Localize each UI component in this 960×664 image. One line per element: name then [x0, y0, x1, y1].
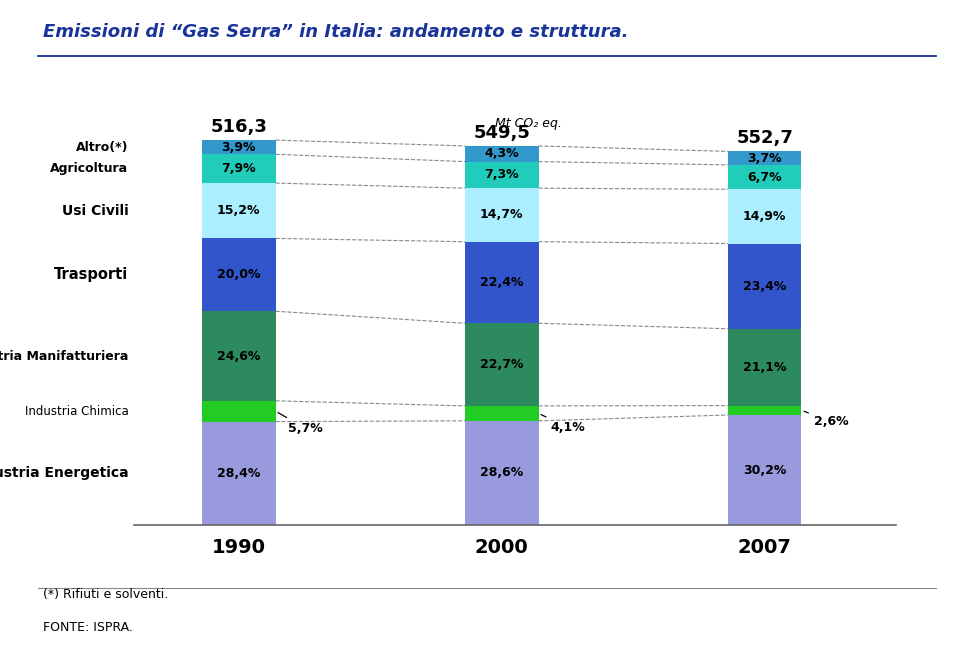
Text: Altro(*): Altro(*)	[76, 141, 129, 153]
Bar	[728, 406, 802, 415]
Text: 552,7: 552,7	[736, 129, 793, 147]
Bar	[202, 140, 276, 154]
Bar	[728, 189, 802, 244]
Bar	[202, 238, 276, 311]
Bar	[728, 244, 802, 329]
Bar	[202, 401, 276, 422]
Bar	[465, 421, 539, 525]
Text: 14,7%: 14,7%	[480, 208, 523, 221]
Text: 2,6%: 2,6%	[804, 411, 849, 428]
Bar	[728, 329, 802, 406]
Text: Industria Manifatturiera: Industria Manifatturiera	[0, 349, 129, 363]
Bar	[465, 188, 539, 242]
Bar	[202, 154, 276, 183]
Text: 7,3%: 7,3%	[485, 169, 519, 181]
Text: 14,9%: 14,9%	[743, 210, 786, 223]
Bar	[728, 415, 802, 525]
Bar	[202, 422, 276, 525]
Text: 15,2%: 15,2%	[217, 205, 260, 217]
Text: 30,2%: 30,2%	[743, 463, 786, 477]
Text: 21,1%: 21,1%	[743, 361, 786, 374]
Text: 22,7%: 22,7%	[480, 358, 523, 371]
Text: 4,1%: 4,1%	[541, 414, 586, 434]
Text: 1990: 1990	[212, 538, 266, 556]
Text: 6,7%: 6,7%	[747, 171, 782, 183]
Text: 4,3%: 4,3%	[485, 147, 519, 160]
Bar	[202, 311, 276, 401]
Text: 2007: 2007	[737, 538, 792, 556]
Text: 5,7%: 5,7%	[278, 412, 323, 435]
Text: 516,3: 516,3	[210, 118, 267, 135]
Bar	[728, 151, 802, 165]
Bar	[465, 242, 539, 323]
Text: 2000: 2000	[475, 538, 529, 556]
Text: Agricoltura: Agricoltura	[50, 162, 129, 175]
Text: Mt CO₂ eq.: Mt CO₂ eq.	[494, 117, 562, 130]
Text: Trasporti: Trasporti	[54, 268, 129, 282]
Text: 23,4%: 23,4%	[743, 280, 786, 293]
Text: 28,6%: 28,6%	[480, 466, 523, 479]
Text: 7,9%: 7,9%	[222, 162, 256, 175]
Text: 24,6%: 24,6%	[217, 349, 260, 363]
Text: (*) Rifiuti e solventi.: (*) Rifiuti e solventi.	[43, 588, 168, 601]
Bar	[465, 406, 539, 421]
Bar	[202, 183, 276, 238]
Text: Usi Civili: Usi Civili	[61, 204, 129, 218]
Text: 549,5: 549,5	[473, 124, 530, 141]
Text: Industria Energetica: Industria Energetica	[0, 466, 129, 480]
Text: 3,7%: 3,7%	[747, 151, 782, 165]
Text: 3,9%: 3,9%	[222, 141, 256, 153]
Text: Industria Chimica: Industria Chimica	[10, 404, 129, 418]
Text: FONTE: ISPRA.: FONTE: ISPRA.	[43, 621, 133, 634]
Text: Emissioni di “Gas Serra” in Italia: andamento e struttura.: Emissioni di “Gas Serra” in Italia: anda…	[43, 23, 629, 41]
Bar	[465, 161, 539, 188]
Bar	[728, 165, 802, 189]
Text: 20,0%: 20,0%	[217, 268, 260, 282]
Bar	[465, 323, 539, 406]
Text: 22,4%: 22,4%	[480, 276, 523, 289]
Bar	[465, 146, 539, 161]
Text: 28,4%: 28,4%	[217, 467, 260, 480]
